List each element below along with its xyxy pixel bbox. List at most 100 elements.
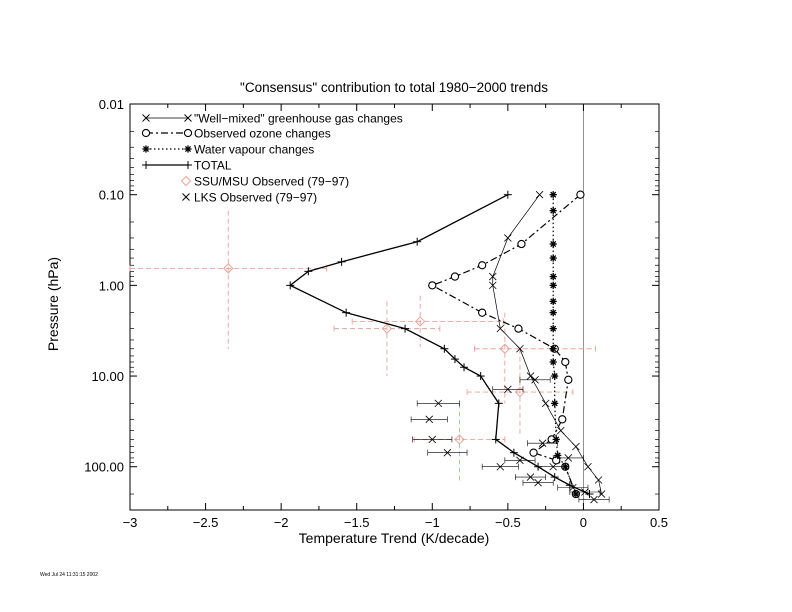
x-tick-label: −0.5 <box>495 515 521 530</box>
legend-label: LKS Observed (79−97) <box>194 191 317 205</box>
y-tick-label: 1.00 <box>99 278 124 293</box>
legend-label: Water vapour changes <box>194 143 314 157</box>
ssu-error-bar <box>333 301 441 377</box>
data-point-x <box>597 490 606 498</box>
legend-entry: Water vapour changes <box>142 143 314 157</box>
chart-title: "Consensus" contribution to total 1980−2… <box>240 80 548 95</box>
data-point-star <box>142 145 150 153</box>
data-point-star <box>549 345 557 353</box>
legend-entry: Observed ozone changes <box>141 127 331 141</box>
y-tick-label: 0.01 <box>99 97 124 112</box>
y-tick-label: 100.00 <box>84 460 124 475</box>
data-point-plus <box>342 308 351 317</box>
legend-label: SSU/MSU Observed (79−97) <box>194 175 349 189</box>
x-axis-ticks: −3 −2.5 −2 −1.5 −1 −0.5 0 0.5 <box>123 104 668 530</box>
data-point-x <box>556 426 565 435</box>
data-point-star <box>561 463 569 471</box>
data-point-star <box>549 254 557 262</box>
data-point-circle <box>514 324 523 333</box>
data-point-x <box>443 448 452 457</box>
data-point-star <box>549 281 557 289</box>
data-point-star <box>549 240 557 248</box>
legend-label: "Well−mixed" greenhouse gas changes <box>194 112 403 126</box>
data-point-diamond <box>223 263 234 274</box>
data-point-x <box>564 454 573 462</box>
data-point-x <box>428 435 437 444</box>
data-point-x <box>504 385 512 394</box>
ssu-error-bar <box>474 312 596 404</box>
data-point-x <box>594 476 603 484</box>
x-tick-label: −1 <box>425 515 440 530</box>
data-point-x <box>496 462 505 471</box>
data-point-plus <box>413 237 422 246</box>
data-point-x <box>584 462 592 471</box>
data-point-diamond <box>180 175 192 187</box>
data-point-circle <box>478 261 487 270</box>
legend: "Well−mixed" greenhouse gas changesObser… <box>141 112 403 205</box>
data-point-x <box>182 193 190 201</box>
data-point-x <box>488 272 497 281</box>
x-tick-label: 0 <box>580 515 587 530</box>
data-point-plus <box>503 190 512 199</box>
data-point-x <box>541 399 550 408</box>
x-tick-label: −3 <box>123 515 138 530</box>
legend-label: Observed ozone changes <box>194 127 331 141</box>
data-point-x <box>184 114 192 122</box>
data-point-star <box>184 145 192 153</box>
data-point-circle <box>564 375 573 384</box>
data-point-circle <box>141 128 151 138</box>
data-point-diamond <box>454 434 465 445</box>
data-point-circle <box>428 281 437 290</box>
data-point-circle <box>558 415 567 424</box>
data-point-plus <box>565 481 574 490</box>
data-point-plus <box>184 161 192 169</box>
legend-entry: "Well−mixed" greenhouse gas changes <box>142 112 403 126</box>
data-point-x <box>526 473 535 481</box>
x-axis-label: Temperature Trend (K/decade) <box>299 530 490 546</box>
data-point-circle <box>517 239 526 249</box>
data-point-plus <box>142 161 150 169</box>
x-tick-label: −2.5 <box>193 515 219 530</box>
data-point-star <box>549 191 557 199</box>
data-point-x <box>572 442 580 451</box>
data-point-star <box>549 358 557 366</box>
data-point-plus <box>550 473 559 482</box>
data-point-star <box>549 297 557 305</box>
data-point-star <box>572 490 580 498</box>
data-point-plus <box>491 435 500 444</box>
data-point-plus <box>476 372 485 381</box>
ssu-error-bar <box>413 403 506 483</box>
data-point-diamond <box>414 316 426 327</box>
y-axis-label: Pressure (hPa) <box>45 257 61 351</box>
data-point-plus <box>337 257 346 266</box>
model-series-layer <box>286 190 606 499</box>
data-point-x <box>516 344 524 353</box>
data-point-circle <box>183 128 193 138</box>
data-point-star <box>549 325 557 333</box>
data-point-x <box>534 478 542 487</box>
data-point-plus <box>509 448 518 457</box>
data-point-plus <box>534 462 543 471</box>
legend-label: TOTAL <box>194 159 232 173</box>
series-line <box>430 194 581 495</box>
data-point-circle <box>450 272 460 281</box>
data-point-diamond <box>381 323 393 334</box>
series-line <box>552 194 577 495</box>
data-point-star <box>549 272 557 281</box>
legend-entry: TOTAL <box>142 159 232 173</box>
legend-entry: LKS Observed (79−97) <box>182 191 317 205</box>
data-point-plus <box>286 281 295 290</box>
data-point-circle <box>576 190 585 199</box>
data-point-x <box>425 415 434 424</box>
data-point-x <box>535 190 544 199</box>
data-point-x <box>526 372 535 380</box>
data-point-plus <box>494 399 503 408</box>
data-point-plus <box>304 267 313 276</box>
data-point-x <box>488 281 497 290</box>
x-tick-label: −1.5 <box>344 515 370 530</box>
data-point-plus <box>440 344 449 353</box>
data-point-star <box>551 372 559 380</box>
data-point-x <box>531 376 539 384</box>
y-tick-label: 0.10 <box>99 188 124 203</box>
